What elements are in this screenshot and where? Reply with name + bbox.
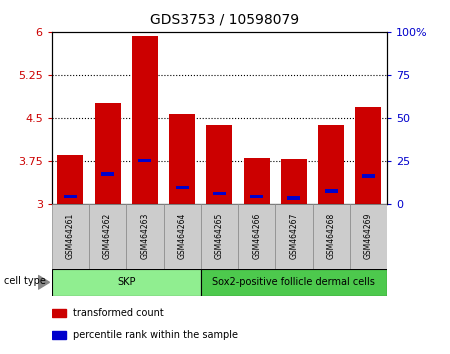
Text: GSM464265: GSM464265 <box>215 213 224 259</box>
Bar <box>94 103 121 204</box>
Bar <box>126 204 163 269</box>
Text: GDS3753 / 10598079: GDS3753 / 10598079 <box>150 12 300 27</box>
Bar <box>238 204 275 269</box>
Bar <box>243 158 270 204</box>
Bar <box>89 204 126 269</box>
Text: GSM464264: GSM464264 <box>178 213 187 259</box>
Bar <box>356 107 382 204</box>
Bar <box>201 269 387 296</box>
Text: Sox2-positive follicle dermal cells: Sox2-positive follicle dermal cells <box>212 277 375 287</box>
Bar <box>101 172 114 176</box>
Bar <box>350 204 387 269</box>
Bar <box>52 309 66 317</box>
Bar <box>176 186 189 189</box>
Bar <box>169 114 195 204</box>
Bar <box>132 36 158 204</box>
Bar <box>288 196 301 200</box>
Bar <box>57 155 83 204</box>
Polygon shape <box>38 275 50 289</box>
Text: GSM464263: GSM464263 <box>140 213 149 259</box>
Text: GSM464267: GSM464267 <box>289 213 298 259</box>
Text: GSM464262: GSM464262 <box>103 213 112 259</box>
Text: GSM464266: GSM464266 <box>252 213 261 259</box>
Bar <box>138 159 151 162</box>
Text: GSM464268: GSM464268 <box>327 213 336 259</box>
Bar <box>52 331 66 339</box>
Bar <box>250 195 263 198</box>
Bar <box>201 204 238 269</box>
Bar <box>275 204 312 269</box>
Bar <box>362 175 375 178</box>
Text: GSM464269: GSM464269 <box>364 213 373 259</box>
Bar <box>52 269 201 296</box>
Bar <box>281 159 307 204</box>
Text: GSM464261: GSM464261 <box>66 213 75 259</box>
Text: cell type: cell type <box>4 275 46 286</box>
Bar <box>324 189 338 193</box>
Bar <box>312 204 350 269</box>
Bar <box>213 192 226 195</box>
Text: percentile rank within the sample: percentile rank within the sample <box>73 330 238 340</box>
Bar <box>163 204 201 269</box>
Bar <box>64 195 77 198</box>
Text: transformed count: transformed count <box>73 308 164 318</box>
Text: SKP: SKP <box>117 277 135 287</box>
Bar <box>318 125 344 204</box>
Bar <box>52 204 89 269</box>
Bar <box>207 125 232 204</box>
